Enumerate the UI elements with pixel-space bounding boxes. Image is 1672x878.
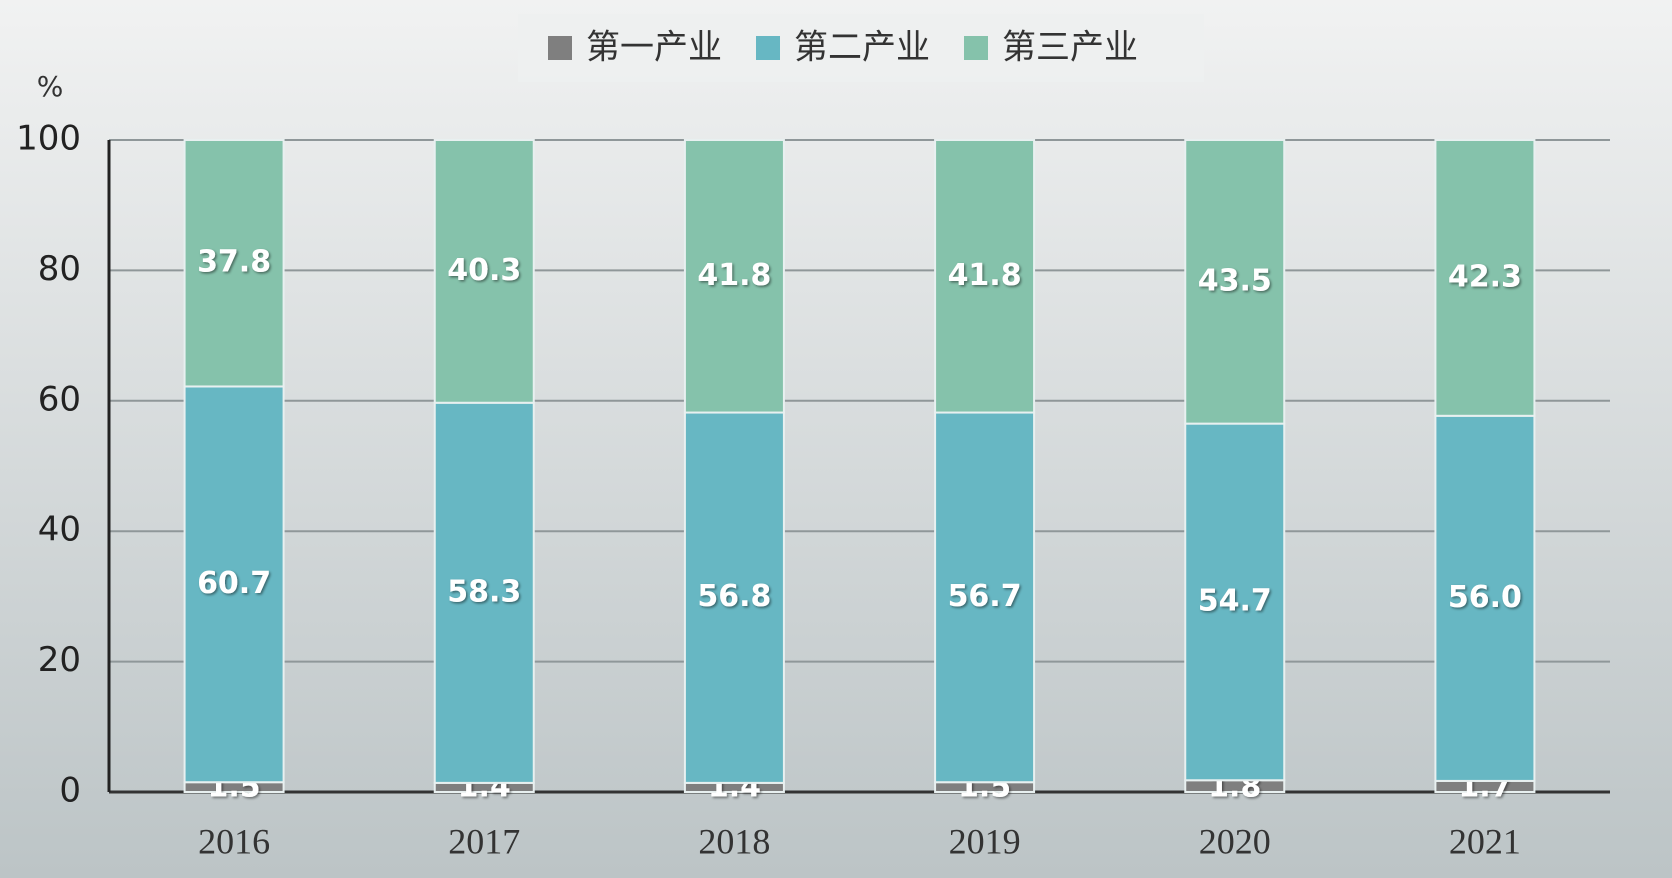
- x-tick-label: 2019: [949, 821, 1021, 861]
- value-label: 37.8: [197, 245, 271, 280]
- bar-segment: [683, 139, 785, 414]
- value-label: 60.7: [197, 566, 271, 601]
- y-tick-label: 100: [16, 119, 81, 159]
- bar-segment: [1184, 422, 1286, 782]
- value-label: 58.3: [447, 574, 521, 609]
- value-label: 43.5: [1198, 263, 1272, 298]
- value-label: 41.8: [697, 258, 771, 293]
- x-tick-label: 2021: [1449, 821, 1521, 861]
- x-tick-label: 2018: [698, 821, 770, 861]
- legend-swatch: [548, 36, 572, 60]
- bar-segment: [1434, 139, 1536, 417]
- value-label: 56.8: [697, 579, 771, 614]
- legend-box: [518, 14, 1204, 82]
- y-tick-label: 60: [38, 379, 81, 419]
- value-label: 54.7: [1198, 583, 1272, 618]
- legend-label: 第三产业: [1002, 28, 1138, 68]
- bar-segment: [183, 139, 285, 388]
- y-tick-label: 80: [38, 249, 81, 289]
- bar-segment: [433, 139, 535, 404]
- value-label: 56.7: [948, 579, 1022, 614]
- x-tick-label: 2016: [198, 821, 270, 861]
- value-label: 41.8: [948, 258, 1022, 293]
- bar-segment: [934, 139, 1036, 414]
- value-label: 42.3: [1448, 259, 1522, 294]
- value-label: 56.0: [1448, 580, 1522, 615]
- legend-swatch: [964, 36, 988, 60]
- y-tick-label: 0: [59, 771, 81, 811]
- legend-swatch: [756, 36, 780, 60]
- bar-segment: [934, 411, 1036, 784]
- y-tick-label: 40: [38, 510, 81, 550]
- bar-segment: [183, 385, 285, 784]
- x-tick-label: 2017: [448, 821, 520, 861]
- bar-segment: [433, 401, 535, 784]
- bar-segment: [683, 411, 785, 784]
- bar-segment: [1184, 139, 1286, 425]
- value-label: 40.3: [447, 253, 521, 288]
- bar-segment: [1434, 414, 1536, 782]
- y-axis-label: %: [37, 70, 64, 103]
- legend-label: 第二产业: [794, 28, 930, 68]
- legend-label: 第一产业: [586, 28, 722, 68]
- y-tick-label: 20: [38, 640, 81, 680]
- x-tick-label: 2020: [1199, 821, 1271, 861]
